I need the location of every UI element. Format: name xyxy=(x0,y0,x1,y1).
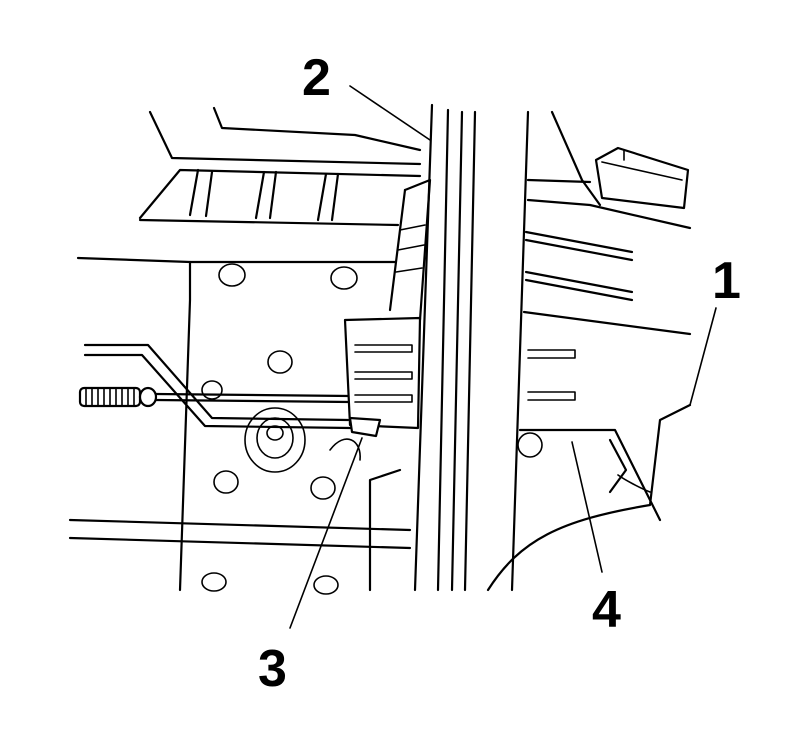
right-bracket xyxy=(486,110,692,592)
adjuster-knob xyxy=(594,146,690,210)
cable-assembly xyxy=(78,343,352,430)
leader-line-1 xyxy=(689,307,717,406)
latch-block xyxy=(343,178,432,438)
callout-3: 3 xyxy=(258,640,287,698)
cable-spring xyxy=(78,386,158,408)
left-seat-frame xyxy=(68,106,422,595)
leader-line-4 xyxy=(571,441,603,573)
callout-2: 2 xyxy=(302,49,331,107)
callout-4: 4 xyxy=(592,581,621,639)
leader-lines xyxy=(289,85,717,629)
vertical-post xyxy=(413,103,477,592)
leader-line-2 xyxy=(349,85,431,141)
callout-1: 1 xyxy=(712,252,741,310)
leader-line-3 xyxy=(289,437,363,629)
